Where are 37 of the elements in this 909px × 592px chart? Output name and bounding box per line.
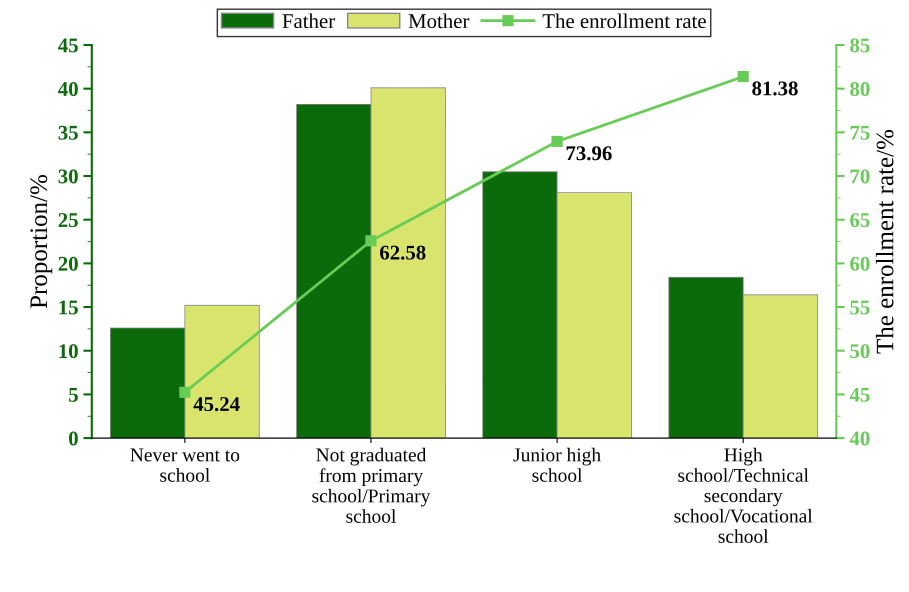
y2-tick-label: 50 <box>850 344 870 358</box>
point <box>365 235 377 246</box>
x-tick-label: High school/Technical secondary school/Vocational school <box>674 448 812 543</box>
y2-tick-label: 75 <box>850 126 870 140</box>
point <box>179 386 190 398</box>
y-tick-label: 5 <box>69 388 78 402</box>
y2-tick-label: 65 <box>850 213 870 228</box>
data-label: 81.38 <box>752 81 798 96</box>
y2-tick-label: 80 <box>850 82 870 96</box>
y-tick-label: 45 <box>58 38 78 52</box>
x-tick-label: Junior high school <box>513 448 601 482</box>
y2-tick-label: 70 <box>850 169 870 184</box>
point <box>738 71 749 82</box>
y-tick-label: 25 <box>58 213 78 228</box>
y-tick-label: 10 <box>59 344 78 358</box>
y-tick-label: 40 <box>58 82 78 96</box>
x-tick-label: Not graduated from primary school/Primary school <box>312 448 430 523</box>
y2-axis-title: The enrollment rate/% <box>876 130 894 354</box>
legend-label: Father <box>282 13 335 28</box>
y-tick-label: 30 <box>58 169 78 184</box>
legend-label: The enrollment rate <box>542 13 706 28</box>
legend-label: Mother <box>408 13 470 28</box>
y-tick-label: 20 <box>58 256 78 271</box>
data-label: 62.58 <box>380 246 426 260</box>
data-label: 73.96 <box>566 146 612 160</box>
point <box>552 136 563 147</box>
y2-tick-label: 85 <box>850 38 870 52</box>
y-axis-title: Proportion/% <box>30 175 52 308</box>
x-tick-label: Never went to school <box>130 448 240 482</box>
y2-tick-label: 40 <box>850 431 870 446</box>
y-tick-label: 35 <box>58 126 78 140</box>
y-tick-label: 15 <box>59 300 78 314</box>
y-tick-label: 0 <box>68 431 78 446</box>
y2-tick-label: 60 <box>850 256 870 271</box>
y2-tick-label: 55 <box>850 300 870 314</box>
y2-tick-label: 45 <box>850 388 870 402</box>
data-label: 45.24 <box>193 397 240 412</box>
